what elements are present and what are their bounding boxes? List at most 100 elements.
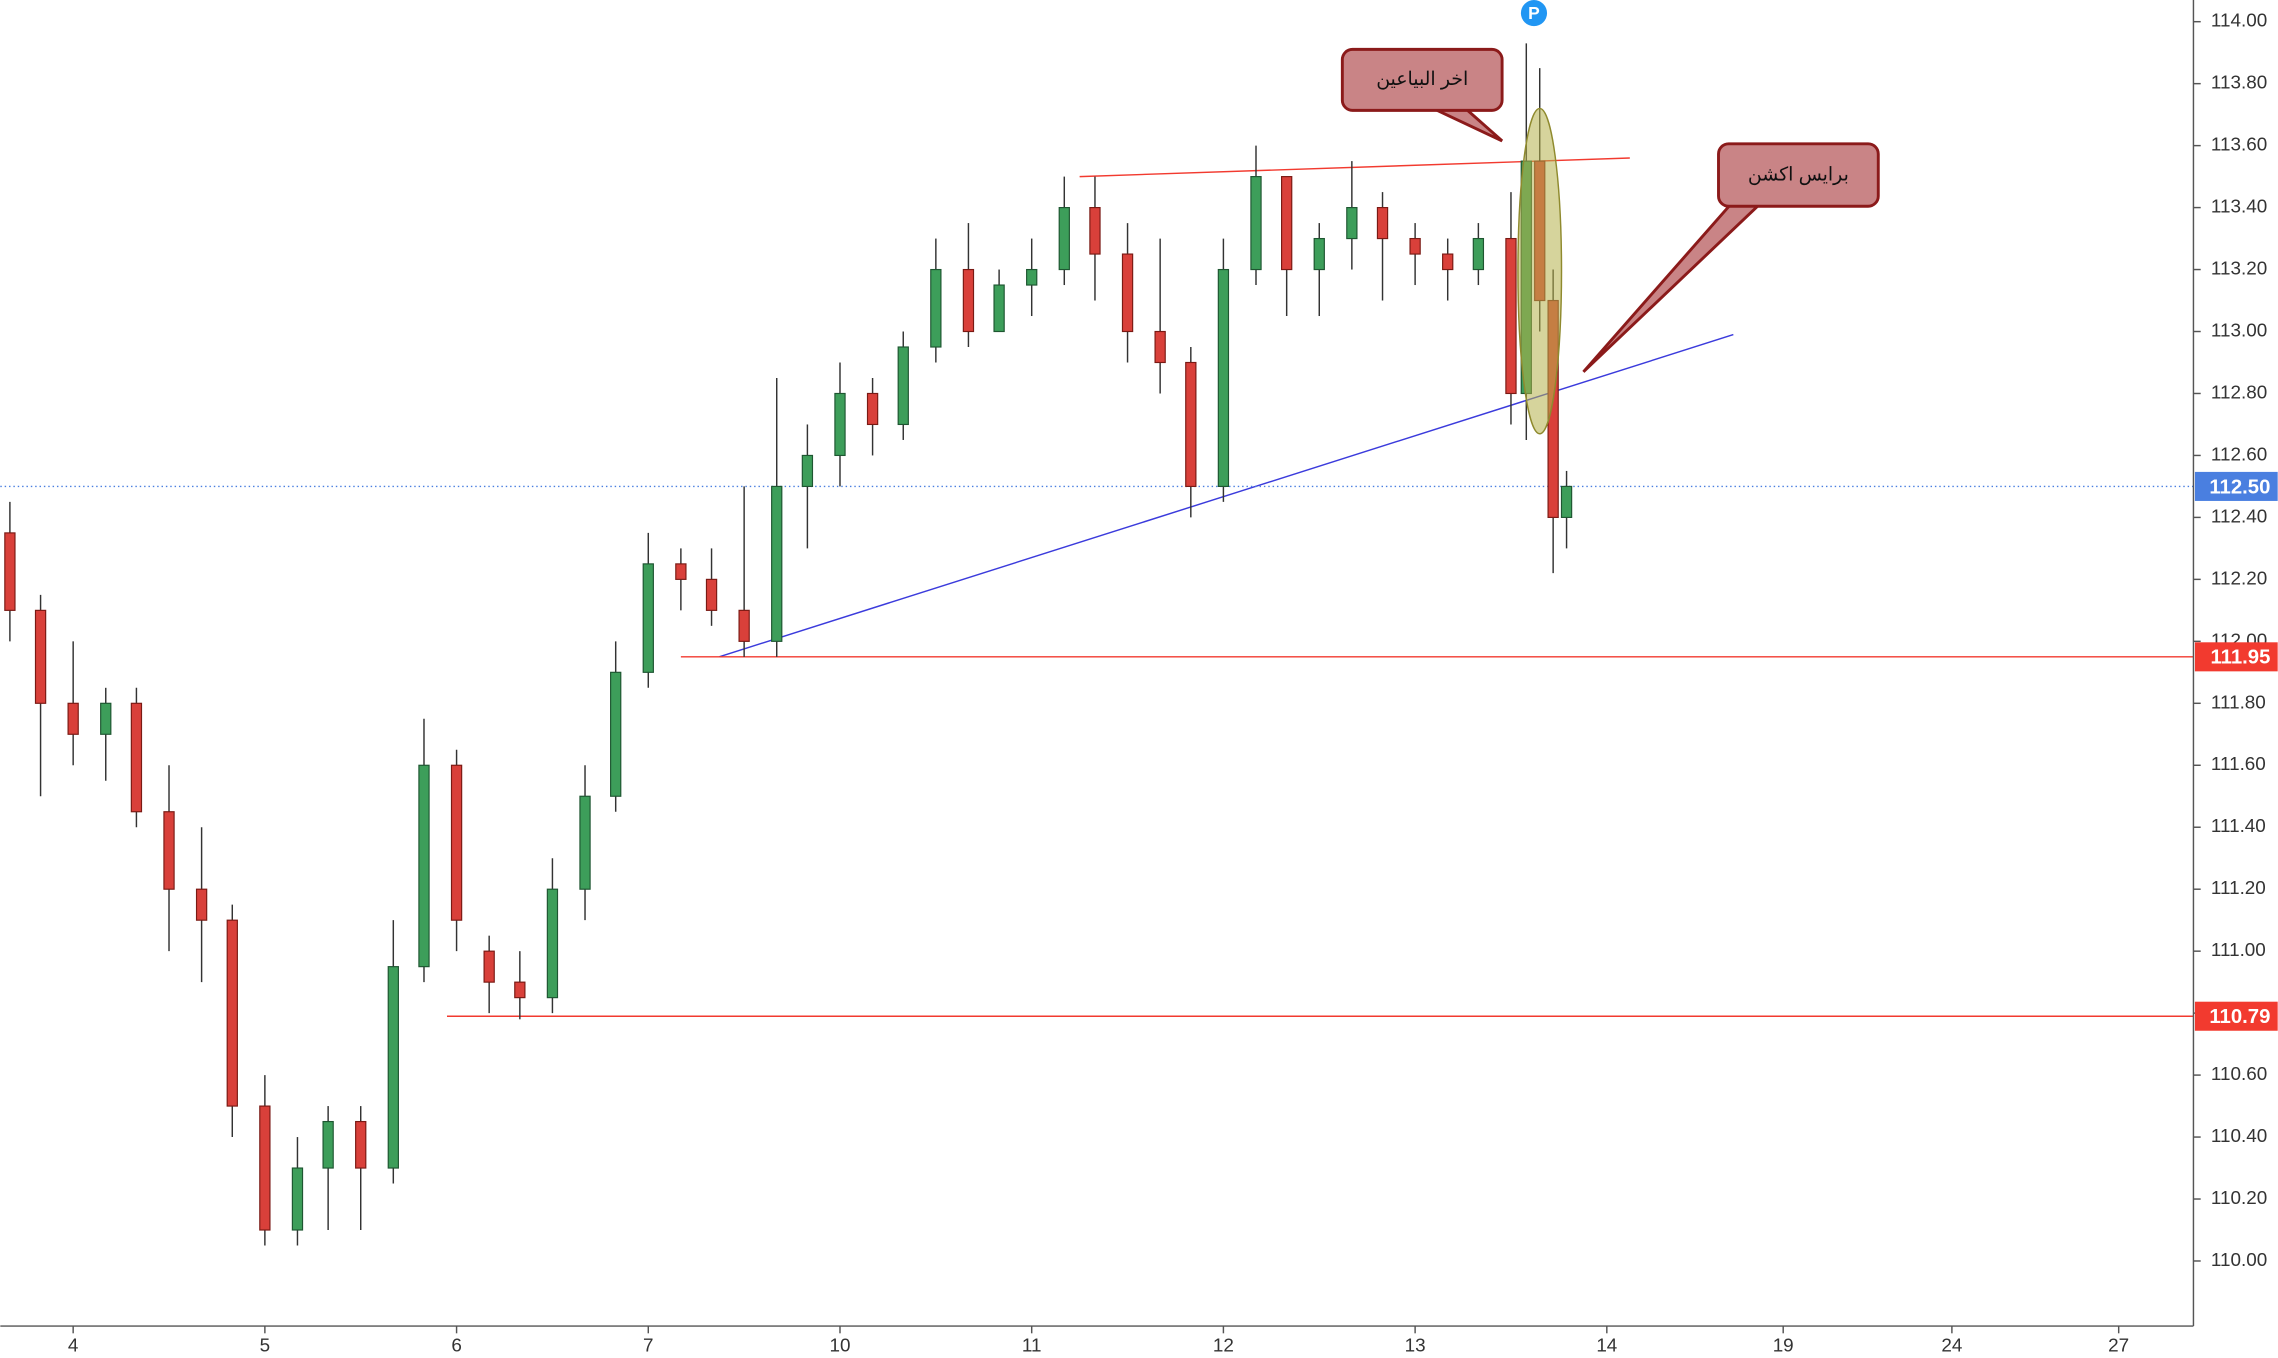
candle-body <box>1442 253 1454 271</box>
candle-body <box>163 811 175 890</box>
x-tick-label: 27 <box>2108 1335 2129 1356</box>
price-badge <box>2194 1001 2278 1031</box>
candle-body <box>1376 207 1389 240</box>
x-tick-label: 4 <box>68 1335 79 1356</box>
y-tick-label: 112.60 <box>2211 444 2267 465</box>
callout: برايس اكشن <box>1582 142 1880 373</box>
trend-line <box>718 333 1734 658</box>
y-tick-label: 110.40 <box>2211 1126 2267 1147</box>
y-tick-label: 113.60 <box>2211 135 2267 156</box>
candle-body <box>738 609 750 642</box>
x-tick-label: 5 <box>260 1335 271 1356</box>
candle-body <box>1313 237 1325 271</box>
marker-text: P <box>1528 3 1540 23</box>
x-tick-label: 12 <box>1213 1335 1234 1356</box>
highlight-ellipse <box>1517 107 1563 435</box>
y-tick-label: 110.60 <box>2211 1064 2267 1085</box>
y-tick-label: 110.00 <box>2211 1250 2267 1271</box>
y-tick-label: 111.80 <box>2211 692 2266 713</box>
callout-text: برايس اكشن <box>1748 165 1849 186</box>
callout-text: اخر البياعين <box>1376 69 1468 90</box>
y-tick-label: 113.20 <box>2211 259 2267 280</box>
x-tick-label: 10 <box>829 1335 850 1356</box>
candle-body <box>771 485 783 642</box>
candle-body <box>1281 176 1293 271</box>
candle-body <box>387 966 399 1169</box>
x-tick-label: 14 <box>1596 1335 1617 1356</box>
y-tick-label: 112.80 <box>2211 382 2267 403</box>
y-tick-label: 114.00 <box>2211 11 2267 32</box>
candle-body <box>100 702 112 735</box>
y-tick-label: 113.00 <box>2211 320 2267 341</box>
x-tick-label: 19 <box>1773 1335 1794 1356</box>
marker-dot <box>1520 0 1548 27</box>
candle-body <box>993 284 1005 333</box>
candle-body <box>322 1120 334 1169</box>
candle-body <box>355 1120 367 1169</box>
x-tick-label: 11 <box>1022 1335 1042 1356</box>
y-tick-label: 113.40 <box>2211 197 2267 218</box>
candle-body <box>4 532 16 611</box>
candle-body <box>1560 485 1573 518</box>
candle-body <box>642 563 654 673</box>
candle-body <box>1058 207 1070 271</box>
callout-box <box>1340 47 1504 112</box>
candle-body <box>450 764 463 921</box>
x-tick-label: 24 <box>1941 1335 1962 1356</box>
x-tick-label: 7 <box>643 1335 654 1356</box>
price-badge <box>2194 642 2278 672</box>
candle-body <box>291 1167 304 1231</box>
candle-body <box>610 671 622 797</box>
price-axis <box>2193 0 2278 1358</box>
candle-body <box>1089 207 1101 255</box>
callout: اخر البياعين <box>1340 47 1504 143</box>
candle-body <box>483 950 495 983</box>
y-tick-label: 112.40 <box>2211 506 2267 527</box>
candle-body <box>514 981 526 999</box>
candle-body <box>1250 176 1262 271</box>
y-tick-label: 111.40 <box>2211 816 2266 837</box>
price-badge-label: 110.79 <box>2209 1006 2270 1028</box>
candle-body <box>1026 268 1038 286</box>
candle-body <box>1217 268 1230 488</box>
y-tick-label: 113.80 <box>2211 73 2267 94</box>
candle-body <box>226 919 238 1107</box>
candle-body <box>801 454 814 488</box>
price-badge-label: 111.95 <box>2210 647 2270 669</box>
candle-body <box>1154 330 1166 364</box>
candle-body <box>675 563 687 580</box>
price-badge <box>2194 471 2278 501</box>
candle-body <box>897 346 909 426</box>
y-tick-label: 112.20 <box>2211 568 2267 589</box>
x-tick-label: 13 <box>1405 1335 1426 1356</box>
candle-body <box>866 392 879 426</box>
candle-body <box>67 702 79 735</box>
candle-body <box>34 609 47 704</box>
y-tick-label: 110.20 <box>2211 1188 2267 1209</box>
candle-body <box>195 888 208 921</box>
candle-body <box>962 268 975 333</box>
candle-body <box>130 702 143 813</box>
y-tick-label: 111.00 <box>2211 940 2266 961</box>
callout-pointer <box>1430 106 1504 143</box>
y-tick-label: 111.20 <box>2211 878 2266 899</box>
candle-body <box>579 795 591 890</box>
candle-body <box>705 578 718 611</box>
candle-body <box>1121 253 1134 333</box>
candle-body <box>1505 237 1517 395</box>
candle-body <box>1472 237 1485 271</box>
candle-body <box>1409 237 1421 255</box>
candle-body <box>259 1105 271 1231</box>
candle-body <box>1346 207 1358 240</box>
price-badge-label: 112.50 <box>2209 476 2270 498</box>
candle-body <box>834 392 846 457</box>
candle-body <box>1185 361 1197 488</box>
y-tick-label: 111.60 <box>2211 754 2266 775</box>
callout-box <box>1717 142 1880 208</box>
plot-area <box>0 43 2194 1246</box>
candle-body <box>418 764 430 968</box>
candle-body <box>930 268 942 348</box>
x-tick-label: 6 <box>451 1335 461 1356</box>
candle-body <box>546 888 559 999</box>
